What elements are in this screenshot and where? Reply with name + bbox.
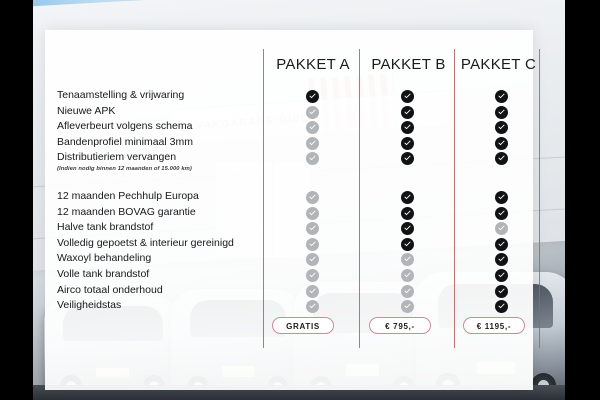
check-icon-included <box>495 152 508 166</box>
feature-row: Tenaamstelling & vrijwaring <box>45 89 533 106</box>
feature-label: Halve tank brandstof <box>57 221 154 234</box>
price-row: GRATIS € 795,- € 1195,- <box>45 317 533 341</box>
check-icon-included <box>495 300 508 314</box>
feature-label: Veiligheidstas <box>57 299 122 312</box>
feature-row: Nieuwe APK <box>45 104 533 122</box>
column-header-pakket-c: PAKKET C <box>460 56 537 73</box>
check-icon-excluded <box>306 222 319 236</box>
price-button-pakket-c[interactable]: € 1195,- <box>463 317 525 334</box>
check-icon-included <box>401 222 414 236</box>
check-icon-excluded <box>401 284 414 298</box>
check-icon-included <box>401 190 414 204</box>
feature-label: Volledig gepoetst & interieur gereinigd <box>57 236 234 249</box>
feature-row: 12 maanden BOVAG garantie <box>45 205 533 223</box>
column-divider <box>454 49 455 348</box>
feature-row: Waxoyl behandeling <box>45 252 533 269</box>
feature-row: Airco totaal onderhoud <box>45 283 533 301</box>
check-icon-excluded <box>306 300 319 314</box>
feature-label: Afleverbeurt volgens schema <box>57 120 193 133</box>
check-icon-included <box>401 237 414 251</box>
column-header-pakket-a: PAKKET A <box>276 56 350 73</box>
letterbox-bar-right <box>565 0 600 400</box>
check-icon-included <box>401 90 414 103</box>
feature-label: Bandenprofiel minimaal 3mm <box>57 135 193 148</box>
check-icon-included <box>495 268 508 282</box>
feature-row: Halve tank brandstof <box>45 221 533 238</box>
column-divider <box>263 49 264 348</box>
column-divider <box>539 49 540 348</box>
price-button-pakket-b[interactable]: € 795,- <box>369 317 431 334</box>
feature-row: Volle tank brandstof <box>45 267 533 285</box>
feature-note-row: (Indien nodig binnen 12 maanden of 15.00… <box>45 165 533 177</box>
check-icon-excluded <box>306 237 319 251</box>
feature-label: Airco totaal onderhoud <box>57 283 163 296</box>
feature-label: 12 maanden Pechhulp Europa <box>57 189 199 202</box>
feature-row: Afleverbeurt volgens schema <box>45 120 533 137</box>
feature-rows: Tenaamstelling & vrijwaring Nieuwe APK Afl… <box>45 89 533 316</box>
check-icon-excluded <box>306 284 319 298</box>
check-icon-excluded <box>306 136 319 150</box>
check-icon-included <box>306 90 319 103</box>
check-icon-included <box>495 253 508 267</box>
feature-label: Nieuwe APK <box>57 104 116 117</box>
check-icon-excluded <box>306 206 319 220</box>
feature-row: 12 maanden Pechhulp Europa <box>45 189 533 207</box>
check-icon-included <box>495 105 508 119</box>
column-divider <box>359 49 360 348</box>
comparison-panel: PAKKET A PAKKET B PAKKET C Tenaamstellin… <box>45 30 540 390</box>
check-icon-included <box>495 206 508 220</box>
feature-label: Distributieriem vervangen <box>57 151 177 164</box>
check-icon-included <box>401 152 414 166</box>
check-icon-excluded <box>306 253 319 267</box>
column-header-pakket-b: PAKKET B <box>371 56 446 73</box>
check-icon-excluded <box>306 152 319 166</box>
check-icon-excluded <box>306 268 319 282</box>
check-icon-included <box>495 190 508 204</box>
feature-row: Volledig gepoetst & interieur gereinigd <box>45 236 533 254</box>
price-button-pakket-a[interactable]: GRATIS <box>272 317 334 334</box>
check-icon-included <box>495 284 508 298</box>
check-icon-included <box>495 90 508 103</box>
package-comparison-table: PAKKET A PAKKET B PAKKET C Tenaamstellin… <box>45 30 540 390</box>
row-spacer <box>45 177 533 191</box>
check-icon-included <box>401 121 414 135</box>
letterbox-bar-left <box>0 0 33 400</box>
feature-fineprint: (Indien nodig binnen 12 maanden of 15.00… <box>57 165 192 172</box>
check-icon-excluded <box>306 190 319 204</box>
check-icon-excluded <box>401 300 414 314</box>
check-icon-included <box>401 136 414 150</box>
feature-label: Volle tank brandstof <box>57 267 150 280</box>
feature-label: Tenaamstelling & vrijwaring <box>57 89 185 101</box>
check-icon-included <box>495 136 508 150</box>
check-icon-excluded <box>401 268 414 282</box>
feature-label: Waxoyl behandeling <box>57 252 152 265</box>
check-icon-excluded <box>495 222 508 236</box>
check-icon-excluded <box>306 121 319 135</box>
check-icon-included <box>495 237 508 251</box>
check-icon-included <box>495 121 508 135</box>
check-icon-included <box>401 105 414 119</box>
check-icon-excluded <box>306 105 319 119</box>
feature-label: 12 maanden BOVAG garantie <box>57 205 196 218</box>
feature-row: Veiligheidstas <box>45 299 533 316</box>
table-header-row: PAKKET A PAKKET B PAKKET C <box>45 56 536 78</box>
check-icon-included <box>401 206 414 220</box>
feature-row: Distributieriem vervangen <box>45 151 533 168</box>
check-icon-excluded <box>401 253 414 267</box>
feature-row: Bandenprofiel minimaal 3mm <box>45 135 533 153</box>
